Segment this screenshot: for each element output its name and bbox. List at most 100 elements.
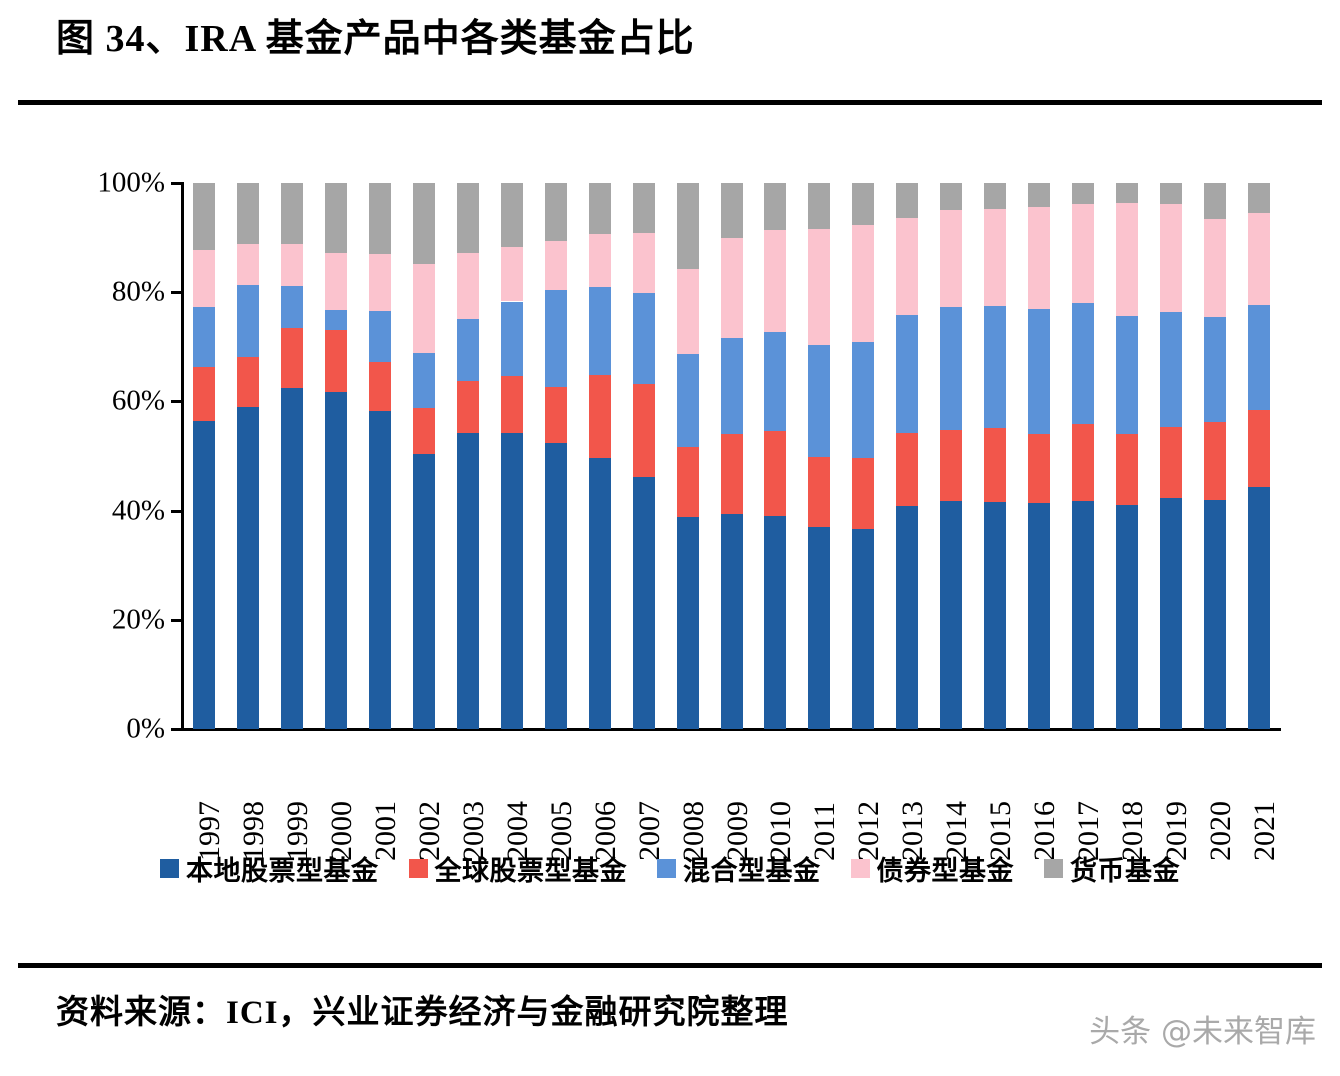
bar-segment	[544, 183, 567, 241]
bar-segment	[632, 477, 655, 729]
bar-segment	[1248, 213, 1271, 305]
bar-segment	[852, 458, 875, 530]
bar-2002	[412, 183, 435, 729]
legend-item[interactable]: 混合型基金	[657, 849, 821, 888]
bar-segment	[456, 380, 479, 434]
bar-segment	[808, 526, 831, 729]
x-axis-tick-label: 2012	[852, 801, 886, 861]
bar-segment	[1248, 304, 1271, 411]
bar-2013	[896, 183, 919, 729]
bar-segment	[632, 293, 655, 384]
x-axis-tick-label: 1998	[236, 801, 270, 861]
bar-segment	[720, 183, 743, 239]
x-axis-tick-label: 2005	[544, 801, 578, 861]
bar-segment	[412, 352, 435, 408]
legend-item[interactable]: 货币基金	[1044, 849, 1180, 888]
bar-segment	[588, 286, 611, 375]
bar-segment	[1028, 434, 1051, 503]
chart-legend: 本地股票型基金 全球股票型基金 混合型基金 债券型基金 货币基金	[0, 845, 1340, 891]
watermark-label: 头条 @未来智库	[1089, 1014, 1316, 1050]
bar-segment	[896, 315, 919, 433]
y-axis-line	[181, 182, 184, 731]
bar-segment	[500, 375, 523, 434]
source-note: 资料来源：ICI，兴业证券经济与金融研究院整理	[56, 995, 789, 1031]
legend-item-label: 货币基金	[1070, 855, 1180, 886]
bar-segment	[676, 268, 699, 355]
x-axis-tick-label: 2018	[1116, 801, 1150, 861]
bar-segment	[764, 515, 787, 729]
x-axis-tick-label: 2019	[1160, 801, 1194, 861]
bar-2005	[544, 183, 567, 729]
bar-segment	[1160, 498, 1183, 729]
bar-segment	[368, 411, 391, 729]
bar-segment	[676, 354, 699, 448]
bar-segment	[500, 246, 523, 302]
bar-segment	[280, 244, 303, 287]
bar-2012	[852, 183, 875, 729]
y-axis-tick	[171, 618, 182, 622]
bar-segment	[1160, 204, 1183, 313]
bar-segment	[676, 183, 699, 269]
y-axis-tick-label: 40%	[111, 494, 165, 527]
bar-segment	[984, 305, 1007, 428]
bar-segment	[720, 514, 743, 729]
x-axis-tick-label: 1997	[192, 801, 226, 861]
x-axis-tick-label: 2009	[720, 801, 754, 861]
bar-2000	[324, 183, 347, 729]
bar-segment	[324, 330, 347, 393]
legend-swatch-icon	[408, 858, 428, 878]
bar-segment	[236, 356, 259, 407]
x-axis-tick-label: 2001	[368, 801, 402, 861]
bar-segment	[236, 406, 259, 729]
bar-2006	[588, 183, 611, 729]
bar-segment	[984, 183, 1007, 209]
bar-segment	[720, 238, 743, 339]
legend-swatch-icon	[1044, 858, 1063, 878]
bar-segment	[1204, 317, 1227, 422]
bar-segment	[1072, 423, 1095, 501]
bar-segment	[324, 252, 347, 310]
bar-segment	[896, 217, 919, 316]
legend-item[interactable]: 全球股票型基金	[408, 849, 628, 888]
bar-segment	[808, 183, 831, 229]
bar-segment	[280, 286, 303, 328]
bar-segment	[676, 517, 699, 729]
bar-2003	[456, 183, 479, 729]
legend-item[interactable]: 本地股票型基金	[160, 849, 379, 888]
bar-segment	[1028, 502, 1051, 729]
bar-2004	[500, 183, 523, 729]
bar-segment	[368, 253, 391, 312]
bar-2017	[1072, 183, 1095, 729]
y-axis-tick-label: 100%	[97, 166, 165, 199]
bar-segment	[280, 387, 303, 729]
bar-segment	[1028, 183, 1051, 208]
bar-segment	[940, 210, 963, 307]
bar-segment	[632, 233, 655, 294]
bar-segment	[852, 341, 875, 459]
bar-2008	[676, 183, 699, 729]
bar-segment	[544, 290, 567, 387]
bar-segment	[1116, 183, 1139, 204]
x-axis-tick-label: 2013	[896, 801, 930, 861]
title-divider	[18, 100, 1322, 105]
bar-segment	[808, 345, 831, 457]
legend-swatch-icon	[657, 858, 676, 878]
y-axis-labels: 0% 20% 40% 60% 80% 100%	[0, 108, 165, 898]
legend-item-label: 债券型基金	[876, 855, 1014, 886]
bar-segment	[1116, 504, 1139, 729]
x-axis-tick-label: 2010	[764, 801, 798, 861]
bar-2019	[1160, 183, 1183, 729]
bar-segment	[676, 447, 699, 518]
legend-item[interactable]: 债券型基金	[850, 849, 1015, 888]
y-axis-tick-label: 0%	[126, 712, 165, 745]
bar-segment	[280, 183, 303, 245]
bar-2015	[984, 183, 1007, 729]
bar-segment	[324, 309, 347, 331]
x-axis-tick-label: 2016	[1028, 801, 1062, 861]
bar-segment	[1028, 309, 1051, 435]
bar-segment	[1116, 315, 1139, 435]
bar-segment	[236, 183, 259, 245]
bar-segment	[1204, 500, 1227, 729]
x-axis-tick-label: 2021	[1248, 801, 1282, 861]
legend-swatch-icon	[850, 858, 870, 878]
